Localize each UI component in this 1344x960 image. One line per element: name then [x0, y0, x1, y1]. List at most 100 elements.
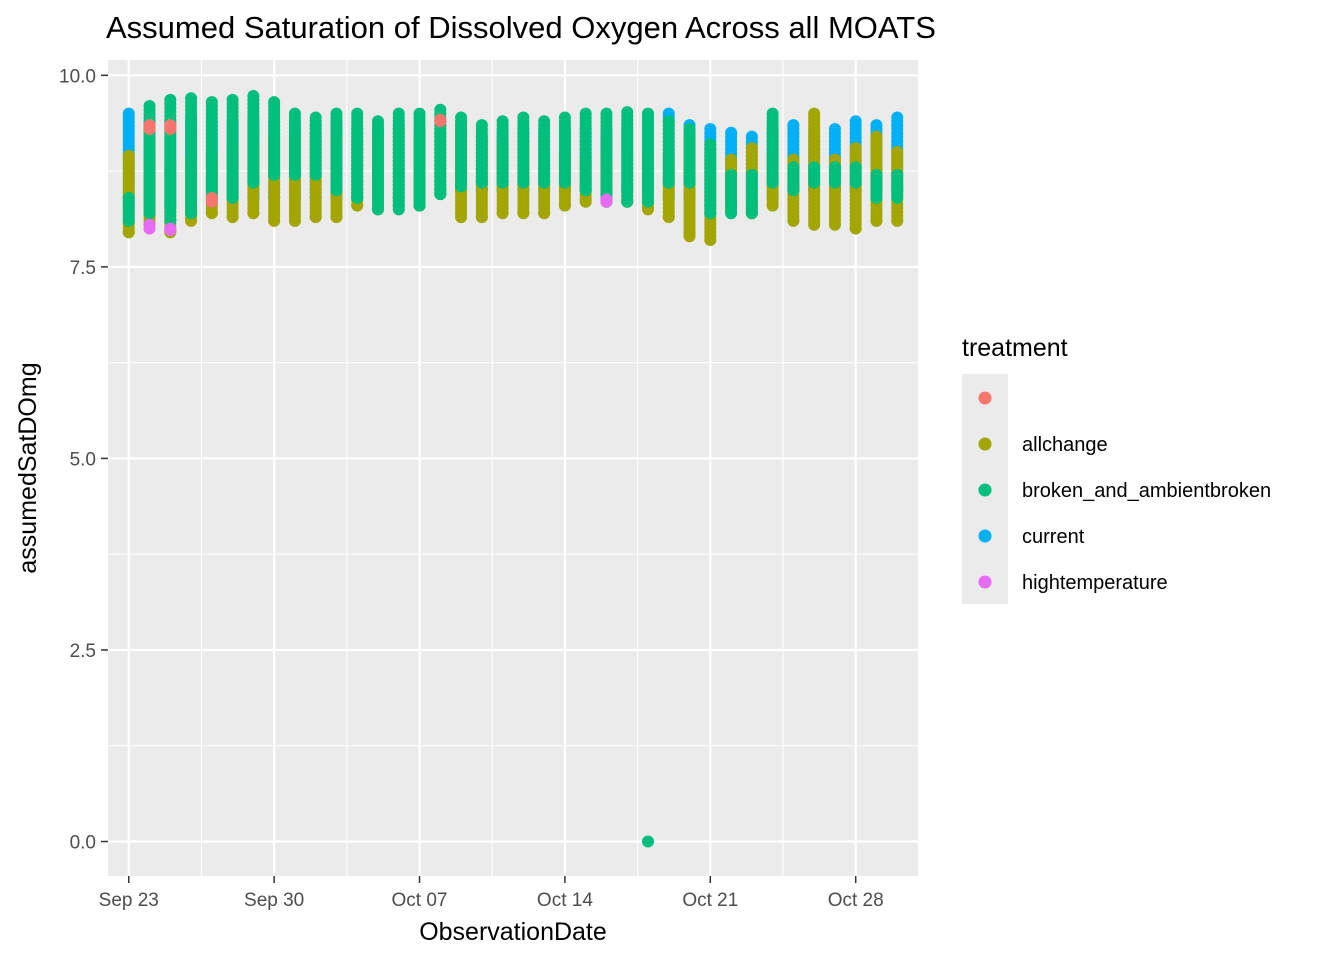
- data-point: [185, 207, 198, 220]
- point-column: [143, 119, 156, 135]
- point-column: [621, 106, 634, 208]
- data-point: [600, 195, 613, 208]
- point-column: [330, 107, 343, 197]
- data-point: [870, 191, 883, 204]
- point-column: [455, 111, 468, 193]
- point-column: [725, 168, 738, 220]
- point-column: [849, 161, 862, 189]
- data-point: [226, 191, 239, 204]
- point-column: [600, 193, 613, 208]
- data-point: [828, 218, 841, 231]
- data-point: [268, 214, 281, 227]
- data-point: [268, 168, 281, 181]
- data-point: [475, 211, 488, 224]
- data-point: [143, 207, 156, 220]
- legend-title: treatment: [962, 334, 1068, 362]
- data-point: [372, 203, 384, 216]
- legend-key: [978, 575, 992, 589]
- chart-title: Assumed Saturation of Dissolved Oxygen A…: [106, 10, 936, 45]
- data-point: [891, 191, 904, 204]
- data-point: [891, 214, 904, 227]
- data-point: [247, 176, 260, 189]
- point-column: [434, 113, 447, 128]
- point-column: [808, 161, 821, 189]
- y-tick-label: 10.0: [59, 66, 96, 87]
- point-column: [579, 107, 592, 197]
- x-tick-label: Oct 21: [682, 890, 738, 911]
- point-column: [164, 119, 177, 135]
- x-tick-label: Oct 14: [537, 890, 593, 911]
- data-point: [455, 211, 468, 224]
- data-point: [745, 207, 758, 220]
- legend: treatment allchange broken_and_ambientbro…: [962, 334, 1271, 604]
- data-point: [766, 176, 779, 189]
- data-point: [288, 168, 301, 181]
- point-column: [143, 218, 156, 235]
- legend-items: allchange broken_and_ambientbrokencurrent…: [978, 391, 1271, 594]
- x-tick-label: Sep 30: [244, 890, 304, 911]
- point-column: [475, 119, 488, 189]
- y-tick-label: 2.5: [70, 641, 96, 662]
- data-point: [704, 207, 717, 220]
- data-point: [558, 176, 571, 189]
- data-point: [351, 191, 364, 204]
- data-point: [787, 214, 800, 227]
- legend-key: [978, 437, 992, 451]
- point-column: [309, 111, 322, 181]
- x-tick-label: Oct 28: [828, 890, 884, 911]
- x-tick-label: Oct 07: [392, 890, 448, 911]
- data-point: [828, 176, 841, 189]
- data-point: [725, 207, 738, 220]
- point-column: [205, 96, 218, 208]
- point-column: [205, 191, 218, 208]
- point-column: [538, 115, 551, 189]
- point-column: [787, 161, 800, 197]
- data-point: [413, 199, 426, 212]
- data-point: [434, 115, 447, 128]
- point-column: [392, 107, 405, 216]
- data-point: [205, 207, 218, 220]
- data-point: [558, 199, 571, 212]
- data-point: [122, 214, 135, 227]
- data-point: [538, 176, 551, 189]
- y-axis-title: assumedSatDOmg: [14, 362, 42, 573]
- data-point: [496, 176, 509, 189]
- x-tick-label: Sep 23: [99, 890, 159, 911]
- data-point: [288, 214, 301, 227]
- data-point: [787, 184, 800, 197]
- data-point: [434, 188, 447, 201]
- point-column: [891, 168, 904, 204]
- point-column: [351, 107, 364, 204]
- point-column: [517, 111, 530, 189]
- point-column: [143, 99, 156, 220]
- data-point: [642, 195, 654, 208]
- data-point: [455, 180, 468, 193]
- data-point: [309, 168, 322, 181]
- legend-label: hightemperature: [1022, 572, 1168, 594]
- data-point: [122, 226, 135, 239]
- y-tick-label: 5.0: [70, 449, 96, 470]
- point-column: [288, 107, 301, 181]
- x-axis-title: ObservationDate: [419, 918, 607, 946]
- data-point: [766, 199, 779, 212]
- data-point: [642, 835, 654, 848]
- data-point: [579, 195, 592, 208]
- point-column: [745, 168, 758, 220]
- data-point: [496, 207, 509, 220]
- point-column: [268, 96, 281, 181]
- data-point: [330, 211, 343, 224]
- legend-key: [978, 483, 992, 497]
- point-column: [870, 168, 883, 204]
- point-column: [164, 222, 177, 237]
- data-point: [475, 176, 488, 189]
- point-column: [766, 107, 779, 189]
- data-point: [392, 203, 405, 216]
- point-column: [122, 191, 135, 227]
- data-point: [808, 218, 821, 231]
- data-point: [309, 211, 322, 224]
- data-point: [849, 176, 862, 189]
- data-point: [517, 207, 530, 220]
- point-column: [828, 161, 841, 189]
- data-point: [143, 122, 156, 135]
